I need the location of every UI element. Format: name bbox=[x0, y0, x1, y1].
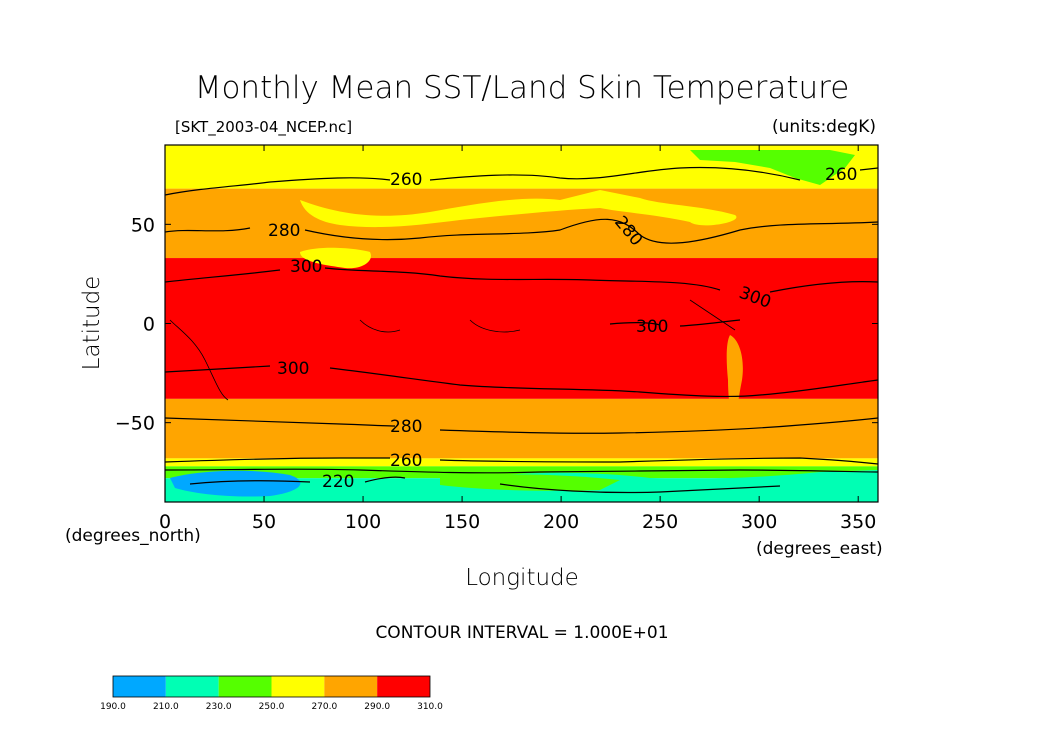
greenland-cold-region bbox=[690, 150, 855, 185]
temperature-bands bbox=[165, 145, 878, 502]
y-units-label: (degrees_north) bbox=[65, 526, 201, 546]
contour-interval-label: CONTOUR INTERVAL = 1.000E+01 bbox=[375, 623, 668, 643]
contour-260-south bbox=[165, 457, 878, 465]
x-tick-label: 100 bbox=[345, 511, 381, 533]
temperature-band bbox=[165, 458, 878, 467]
colorbar-label: 310.0 bbox=[417, 702, 443, 712]
contour-label: 260 bbox=[825, 165, 857, 185]
x-axis-title: Longitude bbox=[465, 565, 579, 591]
x-tick-label: 300 bbox=[741, 511, 777, 533]
y-axis: 50 0 −50 bbox=[115, 214, 878, 435]
contour-280-south bbox=[165, 417, 878, 434]
siberia-cold-region bbox=[300, 190, 737, 228]
colorbar-swatch bbox=[113, 676, 166, 697]
colorbar-frame bbox=[112, 675, 431, 698]
x-tick-label: 200 bbox=[543, 511, 579, 533]
colorbar-swatch bbox=[165, 676, 219, 697]
colorbar-label: 290.0 bbox=[364, 702, 390, 712]
coastline-detail bbox=[169, 299, 736, 401]
colorbar-swatch bbox=[271, 676, 325, 697]
colorbar-label: 270.0 bbox=[311, 702, 337, 712]
units-label: (units:degK) bbox=[772, 117, 876, 137]
file-label: [SKT_2003-04_NCEP.nc] bbox=[175, 118, 352, 137]
temperature-band bbox=[165, 398, 878, 459]
y-tick-label: 0 bbox=[143, 314, 155, 336]
x-tick-label: 350 bbox=[840, 511, 876, 533]
andes-cool-strip bbox=[726, 335, 743, 432]
contour-300-equator bbox=[609, 319, 741, 327]
colorbar-label: 190.0 bbox=[100, 702, 126, 712]
colorbar-label: 230.0 bbox=[206, 702, 232, 712]
colorbar-swatch bbox=[324, 676, 378, 697]
contour-label: 280 bbox=[268, 221, 300, 241]
colorbar: 190.0 210.0 230.0 250.0 270.0 290.0 310.0 bbox=[100, 675, 443, 712]
x-units-label: (degrees_east) bbox=[756, 539, 883, 559]
contour-label: 300 bbox=[277, 359, 309, 379]
contour-280-north bbox=[165, 218, 878, 244]
y-tick-label: 50 bbox=[131, 214, 155, 236]
contour-240-south bbox=[165, 468, 878, 474]
chart-title: Monthly Mean SST/Land Skin Temperature bbox=[195, 70, 850, 106]
x-axis: 0 50 100 150 200 250 300 350 bbox=[159, 145, 876, 533]
contour-label: 300 bbox=[290, 257, 322, 277]
x-tick-label: 250 bbox=[642, 511, 678, 533]
contour-label: 220 bbox=[322, 472, 354, 492]
x-tick-label: 50 bbox=[252, 511, 276, 533]
contour-label: 300 bbox=[636, 317, 668, 337]
y-axis-title: Latitude bbox=[79, 276, 105, 371]
x-tick-label: 0 bbox=[159, 511, 171, 533]
colorbar-label: 210.0 bbox=[153, 702, 179, 712]
contour-260-north bbox=[165, 166, 878, 196]
contour-label: 260 bbox=[390, 451, 422, 471]
contour-300-north bbox=[165, 267, 878, 293]
y-tick-label: −50 bbox=[115, 413, 155, 435]
antarctica-east-green bbox=[440, 474, 620, 491]
contour-220-south bbox=[189, 476, 781, 494]
colorbar-label: 250.0 bbox=[259, 702, 285, 712]
contour-lines bbox=[165, 166, 878, 494]
x-tick-label: 150 bbox=[444, 511, 480, 533]
contour-label: 260 bbox=[390, 170, 422, 190]
colorbar-swatch bbox=[218, 676, 272, 697]
contour-label: 280 bbox=[390, 417, 422, 437]
plot-area: 260 260 280 280 300 300 300 300 280 260 … bbox=[165, 145, 878, 502]
antarctica-cold-core bbox=[170, 470, 301, 497]
contour-300-south bbox=[165, 365, 878, 398]
tibet-cold-region bbox=[300, 247, 371, 269]
temperature-band bbox=[165, 258, 878, 399]
colorbar-swatch bbox=[377, 676, 430, 697]
regional-fill-detail bbox=[170, 150, 878, 502]
